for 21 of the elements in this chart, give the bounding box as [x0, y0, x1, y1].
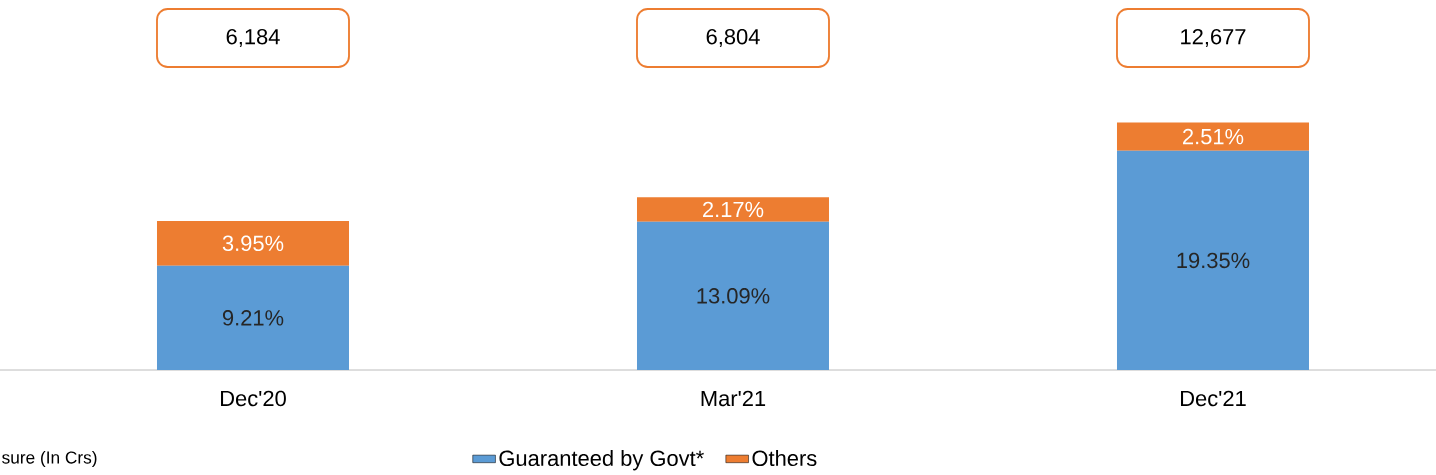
bar	[636, 197, 829, 222]
legend-label: Guaranteed by Govt*	[499, 449, 704, 471]
bar	[1116, 122, 1309, 151]
data-label: 13.09%	[697, 288, 770, 304]
data-label: 19.35%	[1177, 252, 1250, 269]
data-label: 2.51%	[1183, 128, 1244, 145]
legend-label: Others	[752, 449, 817, 467]
bar	[636, 221, 829, 370]
text: 6,804	[706, 28, 760, 48]
x-tick-label: Mar'21	[701, 390, 766, 407]
text: 6,184	[226, 28, 280, 48]
data-label: 2.17%	[703, 201, 764, 218]
data-label: 3.95%	[222, 235, 284, 252]
x-tick-label: Dec'20	[221, 390, 286, 407]
text: sure (In Crs)	[2, 450, 97, 468]
text: 12,677	[1181, 28, 1246, 48]
data-label: 9.21%	[222, 310, 284, 326]
bar	[156, 265, 349, 370]
bar	[1116, 150, 1309, 370]
x-tick-label: Dec'21	[1181, 390, 1246, 407]
bar	[156, 220, 349, 266]
